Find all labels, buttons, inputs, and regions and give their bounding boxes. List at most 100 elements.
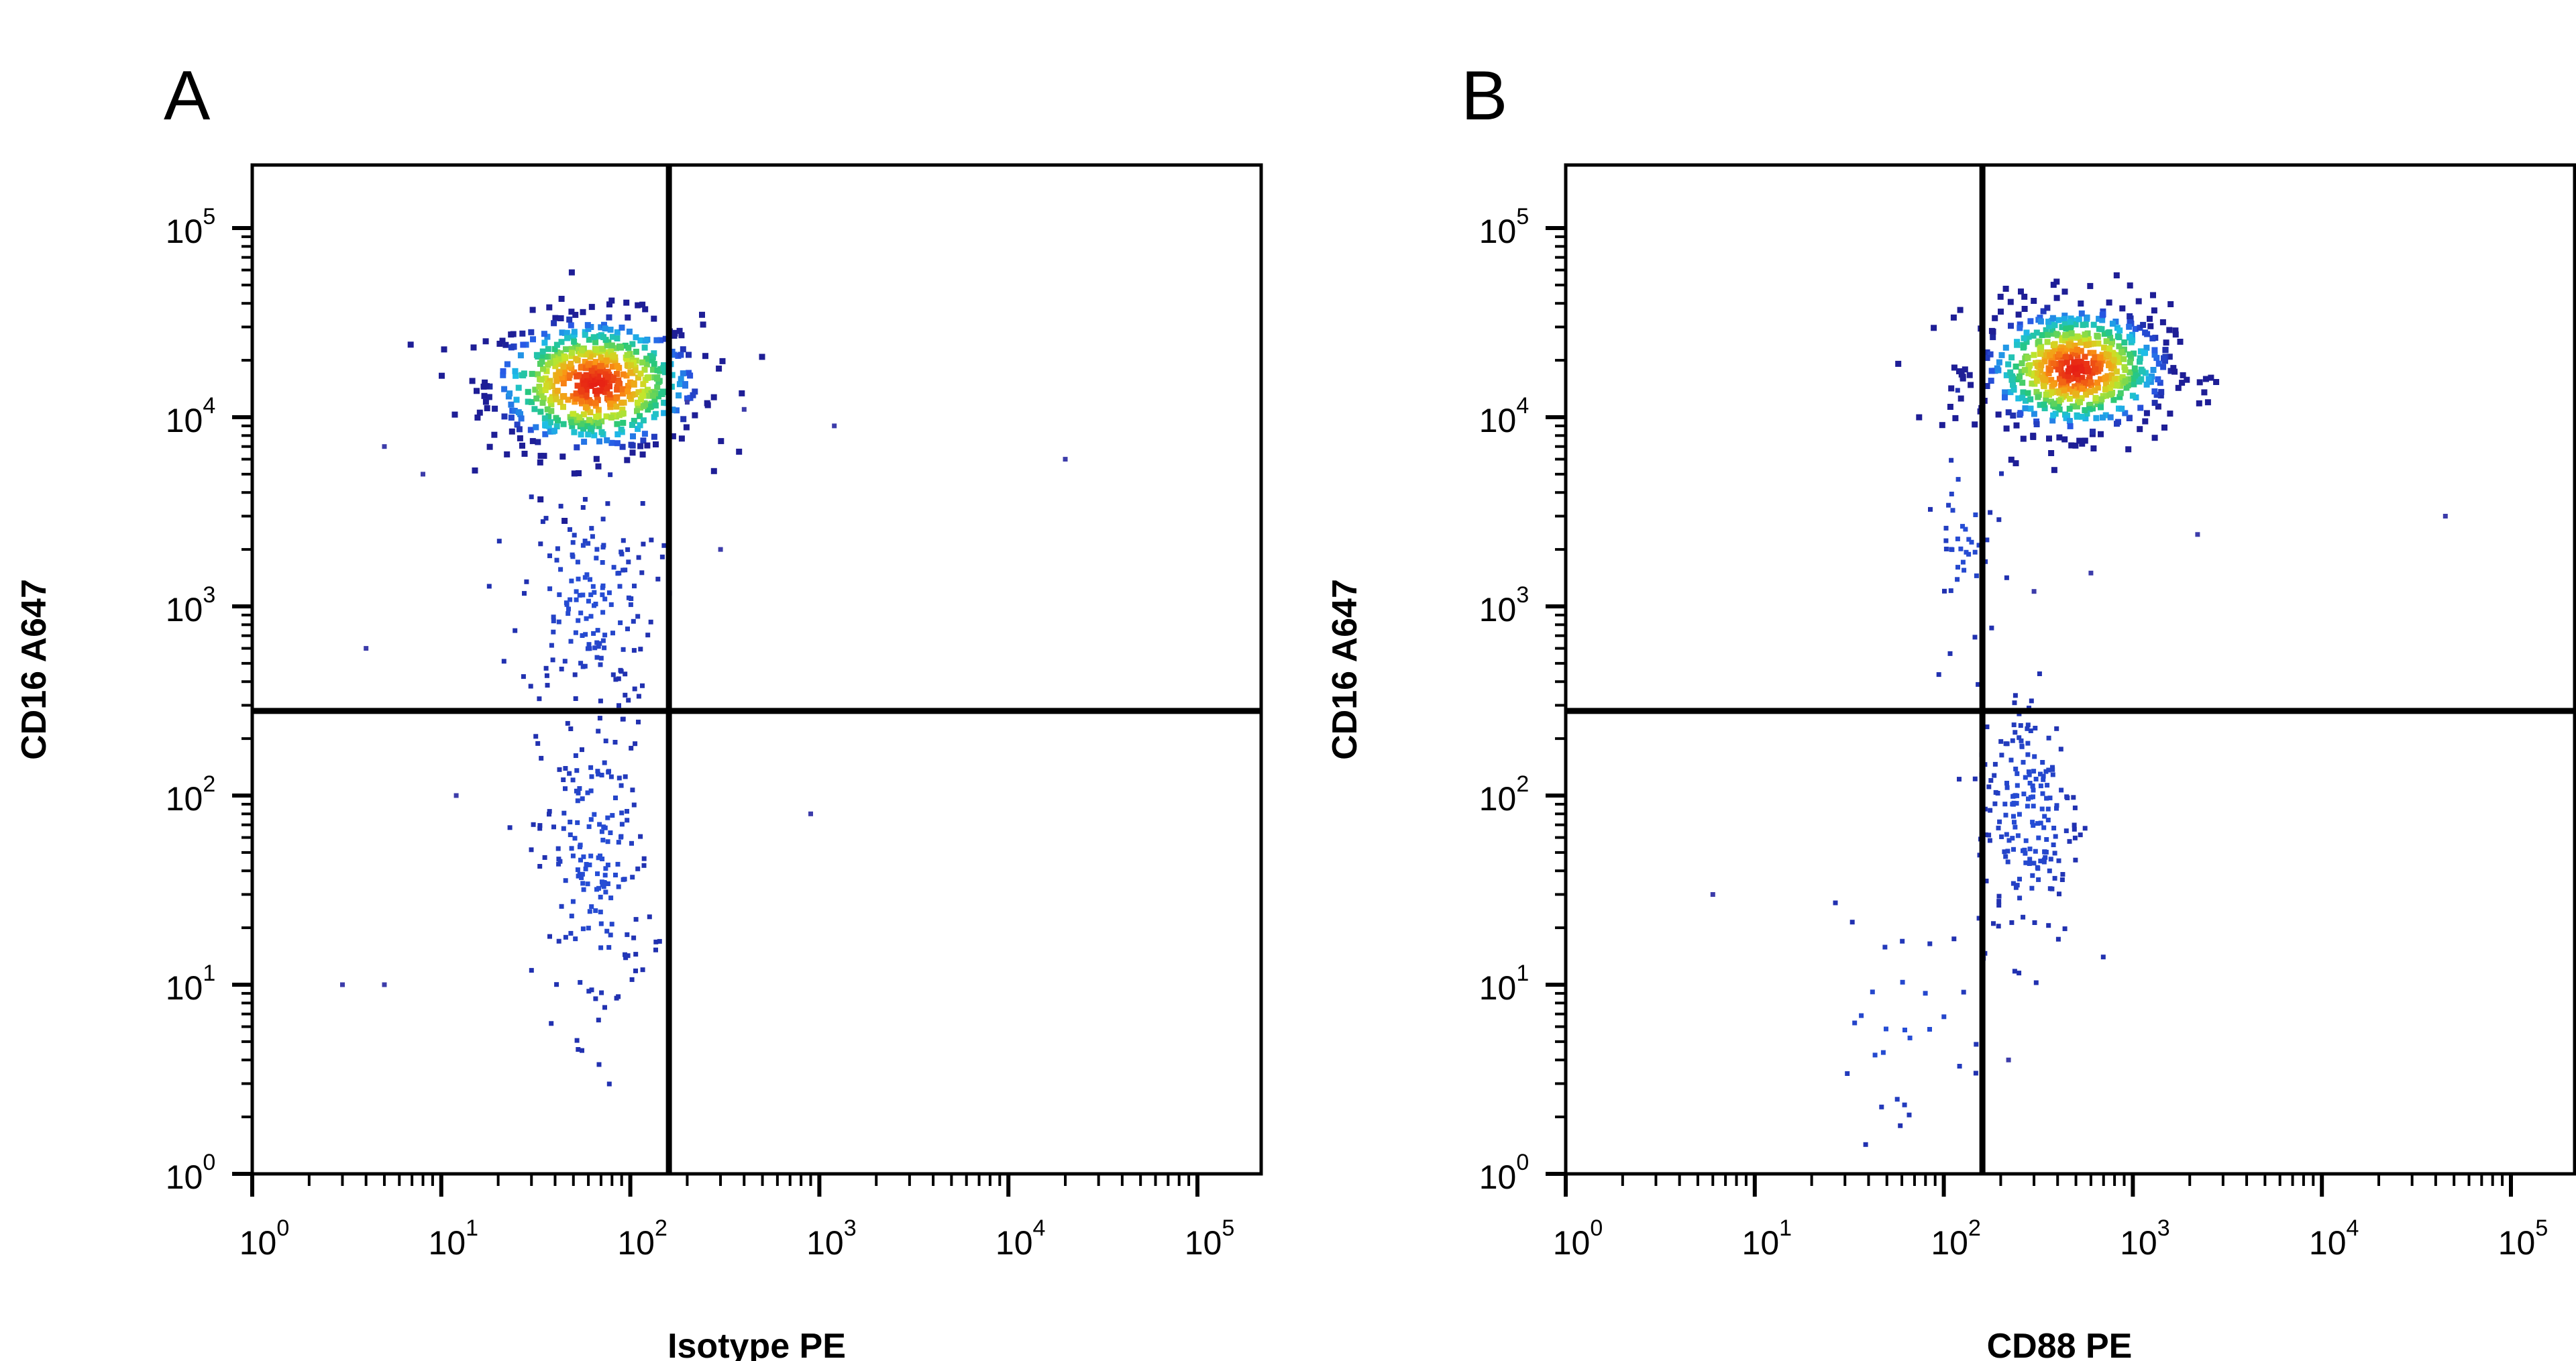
event-point	[421, 472, 425, 477]
event-point	[2013, 766, 2019, 771]
event-point	[2045, 323, 2052, 329]
event-point	[2021, 343, 2027, 349]
event-point	[2027, 772, 2032, 777]
event-point	[645, 406, 651, 413]
event-point	[645, 386, 651, 393]
event-point	[613, 796, 618, 800]
event-point	[621, 538, 626, 543]
event-point	[629, 422, 635, 428]
event-point	[559, 329, 566, 336]
event-point	[619, 551, 625, 557]
x-tick-label: 103	[2120, 1215, 2170, 1262]
event-point	[629, 449, 636, 456]
event-point	[2129, 337, 2136, 343]
event-point	[2037, 368, 2044, 374]
event-point	[504, 451, 511, 457]
event-point	[541, 453, 547, 459]
event-point	[1710, 892, 1715, 897]
event-point	[719, 358, 726, 364]
event-point	[2050, 360, 2057, 367]
event-point	[637, 422, 643, 429]
event-point	[612, 345, 619, 351]
event-point	[1955, 388, 1960, 393]
event-point	[680, 346, 686, 353]
event-point	[2067, 423, 2074, 429]
event-point	[609, 922, 614, 927]
event-point	[2133, 394, 2139, 400]
event-point	[606, 391, 613, 398]
event-point	[2151, 347, 2158, 353]
event-point	[2008, 354, 2015, 361]
event-point	[2078, 347, 2084, 354]
event-point	[2080, 380, 2087, 386]
event-point	[499, 337, 506, 344]
event-point	[539, 387, 545, 394]
event-point	[2035, 394, 2041, 400]
event-point	[595, 628, 600, 633]
event-point	[2204, 399, 2211, 406]
event-point	[2139, 368, 2146, 375]
event-point	[1998, 309, 2004, 315]
event-point	[2114, 421, 2120, 427]
event-point	[2082, 415, 2089, 422]
event-point	[2099, 358, 2106, 364]
event-point	[604, 374, 611, 380]
event-point	[2050, 772, 2055, 777]
event-point	[2043, 396, 2049, 403]
event-point	[574, 373, 580, 380]
event-point	[583, 866, 588, 871]
event-point	[618, 400, 625, 406]
event-point	[621, 877, 626, 882]
panel-a-plot-frame	[250, 163, 1263, 1176]
event-point	[631, 417, 637, 424]
event-point	[2059, 360, 2065, 367]
event-point	[553, 392, 559, 398]
event-point	[1999, 471, 2004, 476]
event-point	[2010, 794, 2016, 799]
event-point	[684, 400, 690, 405]
event-point	[568, 726, 574, 731]
event-point	[1996, 517, 2002, 523]
event-point	[547, 809, 552, 814]
event-point	[678, 332, 685, 339]
event-point	[641, 541, 646, 547]
event-point	[1963, 527, 1968, 532]
panel-letter-b: B	[1461, 57, 1507, 135]
event-point	[662, 335, 669, 342]
event-point	[1960, 524, 1965, 529]
event-point	[474, 388, 480, 394]
event-point	[520, 341, 527, 348]
event-point	[2145, 376, 2152, 382]
event-point	[2038, 362, 2045, 368]
event-point	[574, 1038, 580, 1043]
event-point	[2082, 407, 2088, 413]
event-point	[630, 787, 635, 793]
event-point	[637, 396, 644, 403]
event-point	[538, 392, 545, 398]
event-point	[653, 939, 659, 944]
event-point	[540, 366, 546, 372]
event-point	[539, 358, 545, 365]
event-point	[2047, 796, 2053, 801]
event-point	[2023, 860, 2029, 865]
y-tick-label: 102	[166, 771, 216, 818]
event-point	[539, 353, 545, 360]
event-point	[2025, 741, 2031, 746]
event-point	[562, 659, 568, 664]
event-point	[598, 945, 604, 950]
event-point	[2121, 356, 2127, 362]
event-point	[2061, 288, 2068, 295]
event-point	[2019, 738, 2024, 743]
event-point	[2051, 842, 2056, 847]
event-point	[556, 857, 561, 862]
event-point	[586, 642, 592, 647]
event-point	[584, 862, 589, 867]
event-point	[710, 468, 717, 474]
event-point	[595, 871, 600, 877]
event-point	[632, 584, 637, 589]
event-point	[585, 790, 590, 796]
event-point	[2019, 380, 2026, 386]
event-point	[593, 455, 600, 462]
event-point	[1958, 371, 1965, 378]
event-point	[1859, 1013, 1864, 1018]
